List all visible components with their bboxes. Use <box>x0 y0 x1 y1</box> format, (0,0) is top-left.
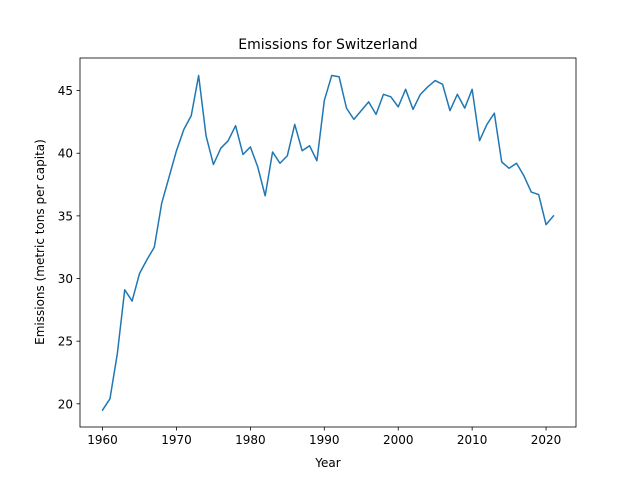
x-tick-label: 1980 <box>235 433 266 447</box>
plot-frame <box>79 57 577 428</box>
series-line <box>101 74 555 412</box>
y-tick-label: 20 <box>58 397 73 411</box>
y-tick-label: 25 <box>58 335 73 349</box>
x-axis: 1960 1970 1980 1990 2000 2010 2020 <box>87 427 561 447</box>
x-axis-label: Year <box>314 456 340 470</box>
y-tick-label: 35 <box>58 209 73 223</box>
y-axis-label: Emissions (metric tons per capita) <box>33 139 47 345</box>
y-tick-label: 30 <box>58 272 73 286</box>
y-tick-label: 45 <box>58 84 73 98</box>
x-tick-label: 2000 <box>383 433 414 447</box>
x-tick-label: 1970 <box>161 433 192 447</box>
x-tick-label: 1990 <box>309 433 340 447</box>
y-axis: 20 25 30 35 40 45 <box>58 84 80 411</box>
x-tick-label: 2020 <box>531 433 562 447</box>
y-tick-label: 40 <box>58 147 73 161</box>
x-tick-label: 1960 <box>87 433 118 447</box>
plot-area <box>79 57 577 428</box>
x-tick-label: 2010 <box>457 433 488 447</box>
chart-title: Emissions for Switzerland <box>238 37 417 53</box>
